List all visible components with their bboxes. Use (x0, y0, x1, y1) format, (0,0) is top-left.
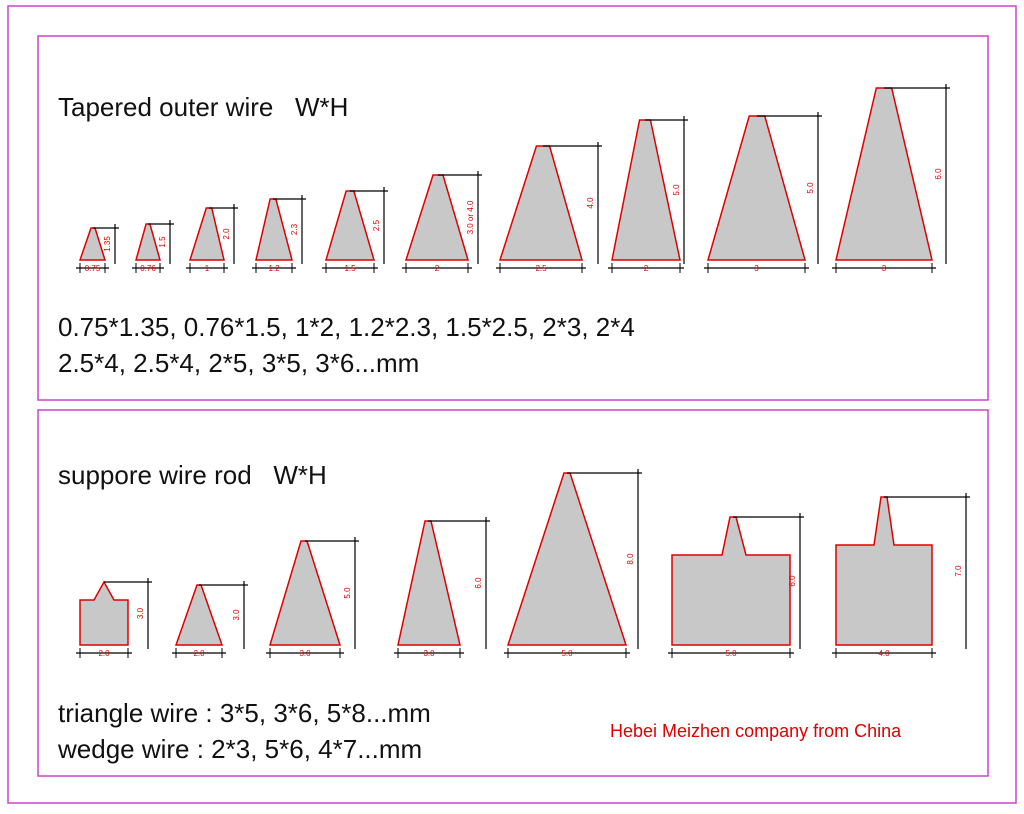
bottom-sizes: wedge wire : 2*3, 5*6, 4*7...mm (57, 734, 422, 764)
profile (835, 496, 933, 646)
height-label: 3.0 (232, 609, 241, 621)
width-label: 5.0 (725, 649, 737, 658)
width-label: 4.0 (878, 649, 890, 658)
profile (78, 227, 107, 261)
height-label: 7.0 (954, 565, 963, 577)
width-label: 1 (205, 264, 210, 273)
height-label: 1.35 (103, 236, 112, 252)
top-sizes: 2.5*4, 2.5*4, 2*5, 3*5, 3*6...mm (58, 348, 419, 378)
height-label: 1.5 (158, 236, 167, 248)
width-label: 2.5 (535, 264, 547, 273)
footer: Hebei Meizhen company from China (610, 721, 902, 741)
profile (174, 584, 224, 646)
width-label: 0.75 (85, 264, 101, 273)
bottom-title: suppore wire rod W*H (58, 460, 327, 490)
profile (498, 145, 583, 261)
width-label: 2 (644, 264, 649, 273)
profile (188, 207, 225, 261)
height-label: 4.0 (586, 197, 595, 209)
height-label: 5.0 (672, 184, 681, 196)
width-label: 2.0 (98, 649, 110, 658)
profile (268, 540, 342, 646)
profile (611, 119, 681, 261)
height-label: 6.0 (788, 575, 797, 587)
profile (255, 198, 293, 261)
outer-border (7, 5, 1017, 804)
height-label: 2.3 (290, 223, 299, 235)
profile (404, 174, 470, 261)
width-label: 3.0 (299, 649, 311, 658)
width-label: 5.0 (561, 649, 573, 658)
bottom-sizes: triangle wire : 3*5, 3*6, 5*8...mm (58, 698, 431, 728)
top-sizes: 0.75*1.35, 0.76*1.5, 1*2, 1.2*2.3, 1.5*2… (58, 312, 635, 342)
width-label: 2.0 (193, 649, 205, 658)
top-title: Tapered outer wire W*H (58, 92, 348, 122)
height-label: 8.0 (626, 553, 635, 565)
bottom-panel (37, 409, 989, 777)
width-label: 2 (435, 264, 440, 273)
width-label: 3 (754, 264, 759, 273)
height-label: 2.0 (222, 228, 231, 240)
width-label: 1.5 (344, 264, 356, 273)
height-label: 2.5 (372, 219, 381, 231)
width-label: 3 (882, 264, 887, 273)
profile (324, 190, 376, 261)
width-label: 1.2 (268, 264, 280, 273)
profile (397, 520, 461, 646)
profile (506, 472, 628, 646)
profile (707, 115, 806, 261)
profile (835, 87, 933, 261)
height-label: 3.0 (136, 607, 145, 619)
profile (671, 516, 791, 646)
profile (79, 580, 129, 646)
height-label: 6.0 (474, 577, 483, 589)
profile (135, 223, 161, 261)
height-label: 5.0 (343, 587, 352, 599)
height-label: 6.0 (934, 168, 943, 180)
height-label: 5.0 (806, 182, 815, 194)
top-panel (37, 35, 989, 401)
height-label: 3.0 or 4.0 (466, 200, 475, 234)
width-label: 0.76 (140, 264, 156, 273)
width-label: 3.0 (423, 649, 435, 658)
